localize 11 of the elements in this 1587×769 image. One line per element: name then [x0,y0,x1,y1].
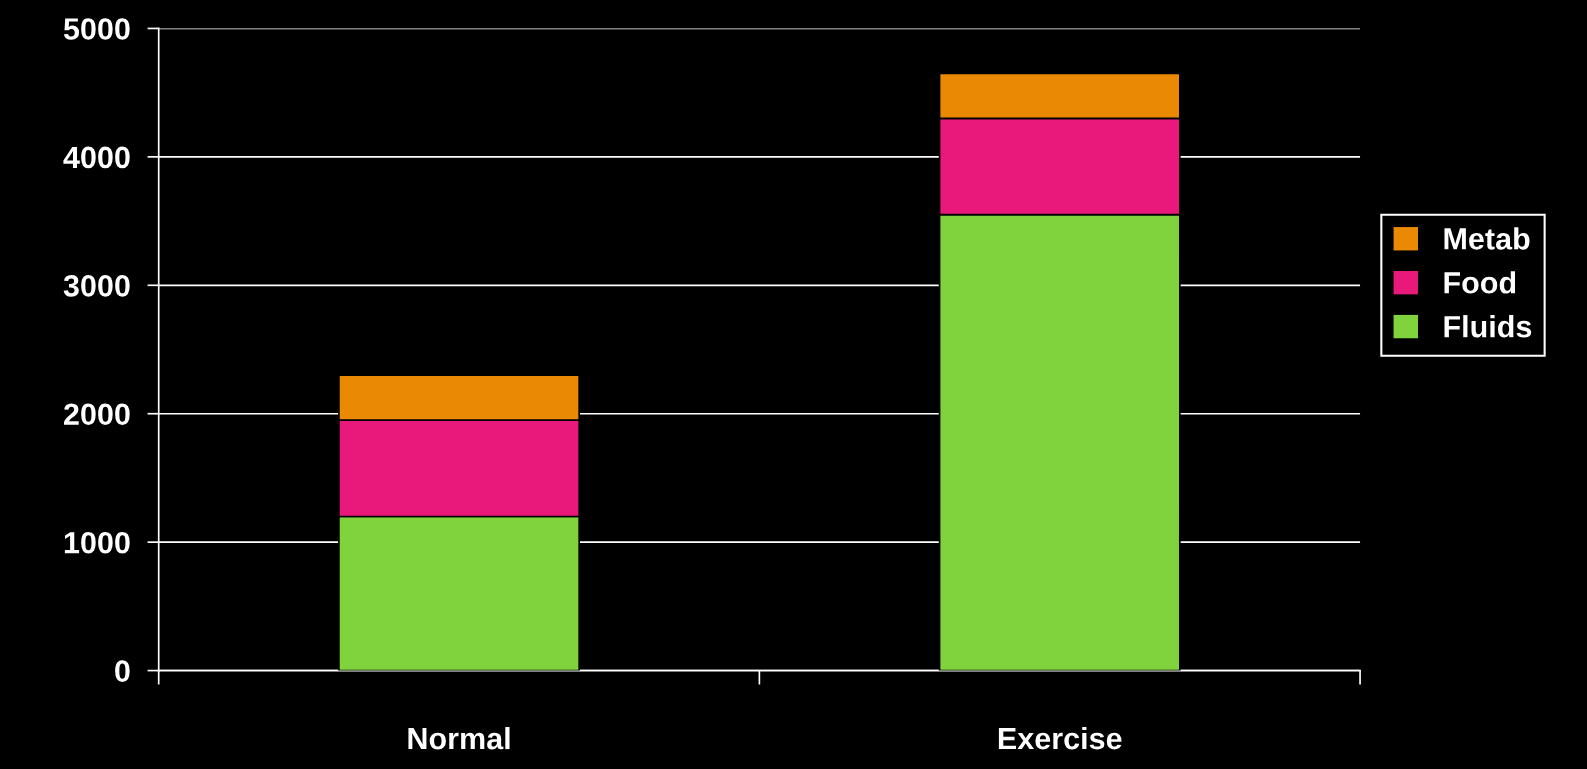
y-tick-label: 5000 [63,18,130,40]
y-tick-label: 0 [115,660,130,682]
y-tick-label: 3000 [63,275,130,297]
legend-label: Metab [1444,227,1530,250]
y-tick-label: 4000 [63,146,130,169]
legend-label: Food [1444,271,1516,294]
legend-label: Fluids [1444,315,1532,338]
y-tick-label: 2000 [64,403,130,426]
x-tick-label: Exercise [998,726,1122,750]
x-tick-label: Normal [408,726,510,750]
y-tick-label: 1000 [64,531,130,554]
